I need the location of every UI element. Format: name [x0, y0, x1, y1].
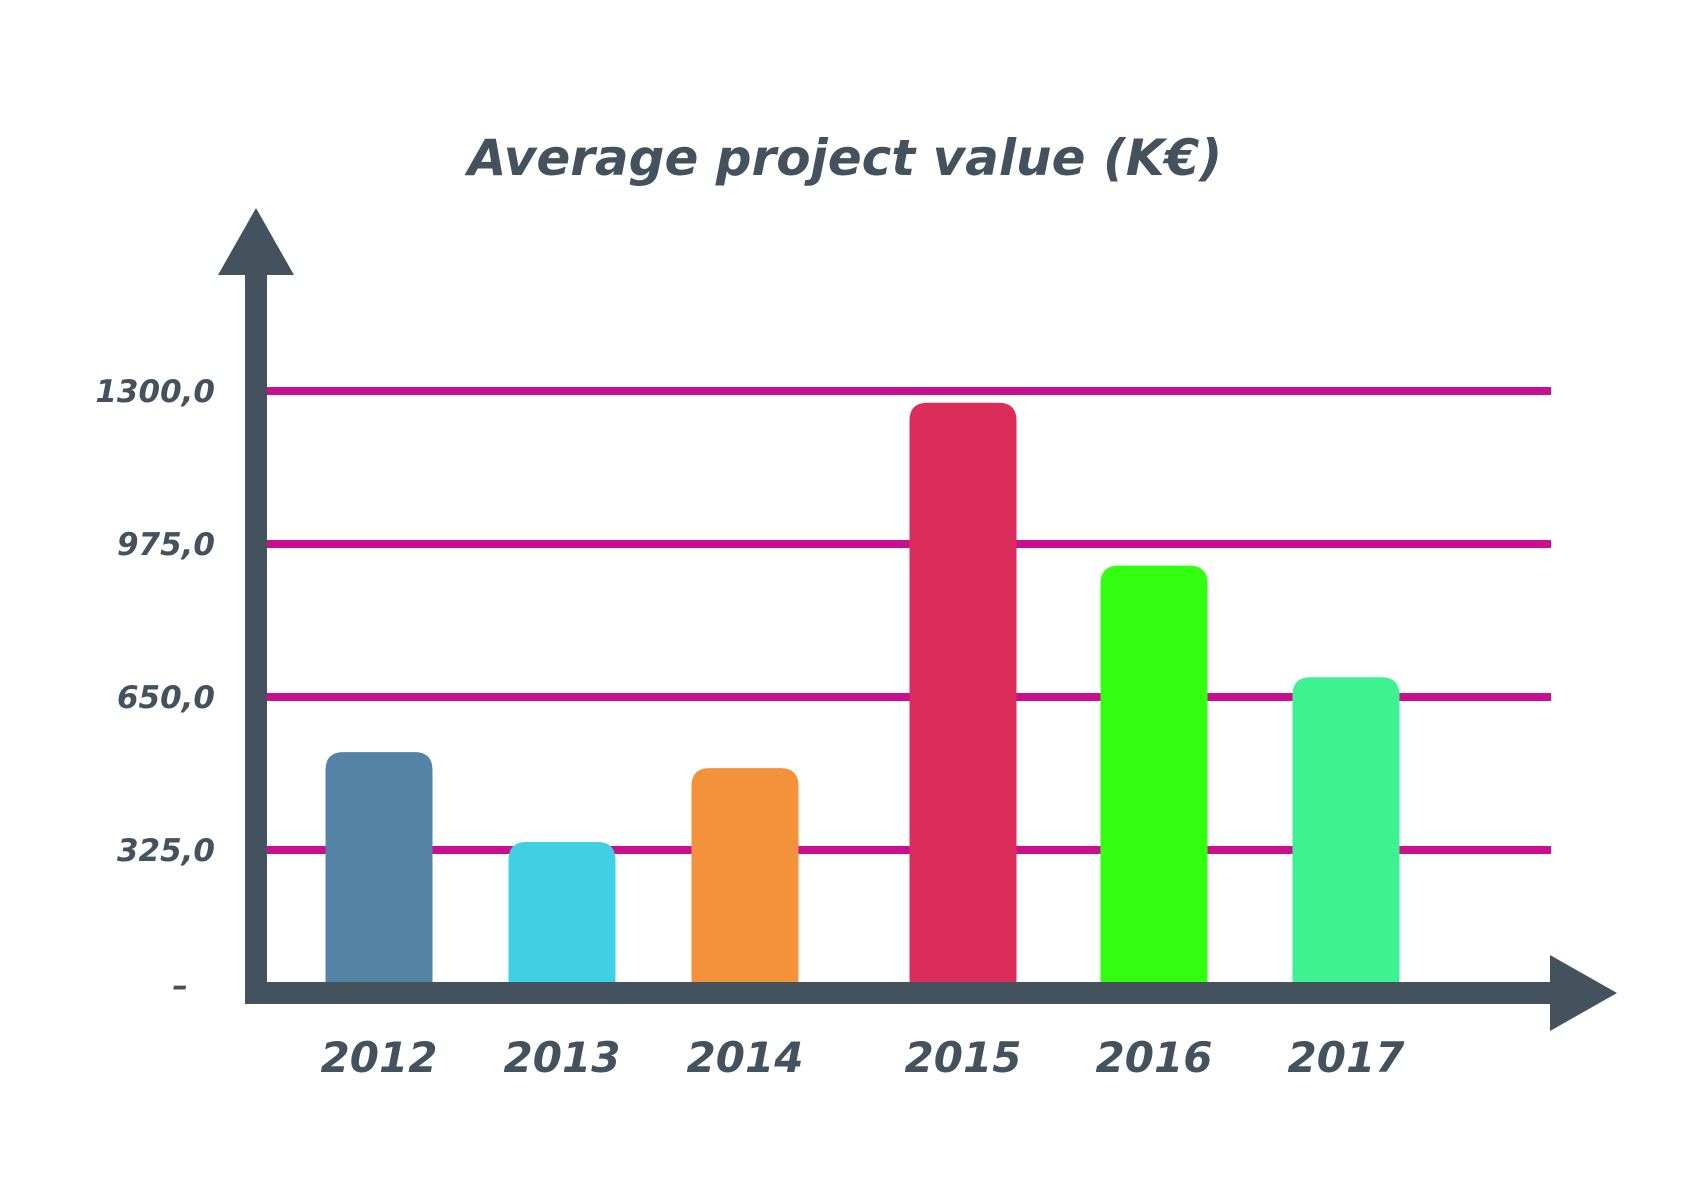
y-tick-label-zero: –	[173, 968, 189, 1004]
y-tick-label: 975,0	[117, 527, 215, 563]
bar-2015	[909, 402, 1017, 982]
bars	[325, 402, 1400, 982]
gridline-650	[267, 693, 1551, 701]
gridline-975	[267, 540, 1551, 548]
x-tick-label: 2016	[1096, 1033, 1213, 1082]
bar-2016	[1100, 565, 1208, 982]
x-axis-arrow-icon	[1550, 955, 1617, 1031]
gridline-325	[267, 846, 1551, 854]
x-tick-label: 2013	[504, 1033, 621, 1082]
y-tick-label: 650,0	[117, 680, 215, 716]
bar-2012	[325, 752, 433, 982]
y-axis-line	[245, 270, 267, 1004]
y-tick-label: 1300,0	[95, 374, 215, 410]
y-tick-labels: 325,0 650,0 975,0 1300,0	[95, 374, 215, 869]
x-tick-label: 2012	[321, 1033, 438, 1082]
y-tick-label: 325,0	[117, 833, 215, 869]
x-tick-label: 2017	[1288, 1033, 1406, 1082]
x-tick-label: 2014	[687, 1033, 804, 1082]
gridline-1300	[267, 387, 1551, 395]
chart-title: Average project value (K€)	[464, 129, 1222, 187]
x-tick-labels: 2012 2013 2014 2015 2016 2017	[321, 1033, 1406, 1082]
x-tick-label: 2015	[905, 1033, 1022, 1082]
gridlines	[267, 387, 1551, 854]
x-axis-line	[245, 982, 1555, 1004]
y-axis-arrow-icon	[218, 208, 294, 275]
bar-2017	[1292, 677, 1400, 982]
bar-2013	[508, 841, 616, 982]
bar-2014	[691, 768, 799, 982]
